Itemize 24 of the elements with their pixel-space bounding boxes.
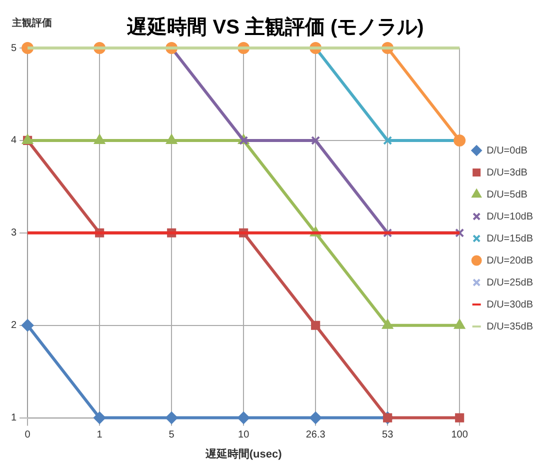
legend-label: D/U=30dB — [486, 299, 534, 310]
legend-label: D/U=25dB — [486, 277, 534, 288]
x-tick-label: 26.3 — [306, 430, 326, 441]
legend-label: D/U=20dB — [486, 255, 534, 266]
legend-label: D/U=15dB — [486, 233, 534, 244]
y-tick-label: 3 — [11, 228, 17, 239]
x-tick-label: 100 — [451, 430, 468, 441]
legend-label: D/U=0dB — [486, 145, 528, 156]
y-axis-title: 主観評価 — [12, 16, 52, 30]
chart-title: 遅延時間 VS 主観評価 (モノラル) — [126, 16, 424, 39]
y-tick-label: 4 — [11, 135, 17, 146]
x-axis-title: 遅延時間(usec) — [204, 447, 282, 460]
y-tick-label: 1 — [11, 412, 17, 424]
x-tick-label: 5 — [168, 430, 175, 441]
x-tick-label: 0 — [24, 430, 31, 441]
legend-label: D/U=10dB — [486, 211, 534, 222]
legend-label: D/U=5dB — [486, 189, 528, 200]
y-tick-label: 5 — [11, 42, 17, 54]
x-tick-label: 10 — [238, 430, 250, 441]
x-tick-label: 53 — [382, 430, 394, 441]
x-tick-label: 1 — [96, 430, 103, 441]
y-tick-label: 2 — [11, 320, 17, 332]
legend-label: D/U=3dB — [486, 167, 528, 178]
legend-label: D/U=35dB — [486, 321, 534, 332]
